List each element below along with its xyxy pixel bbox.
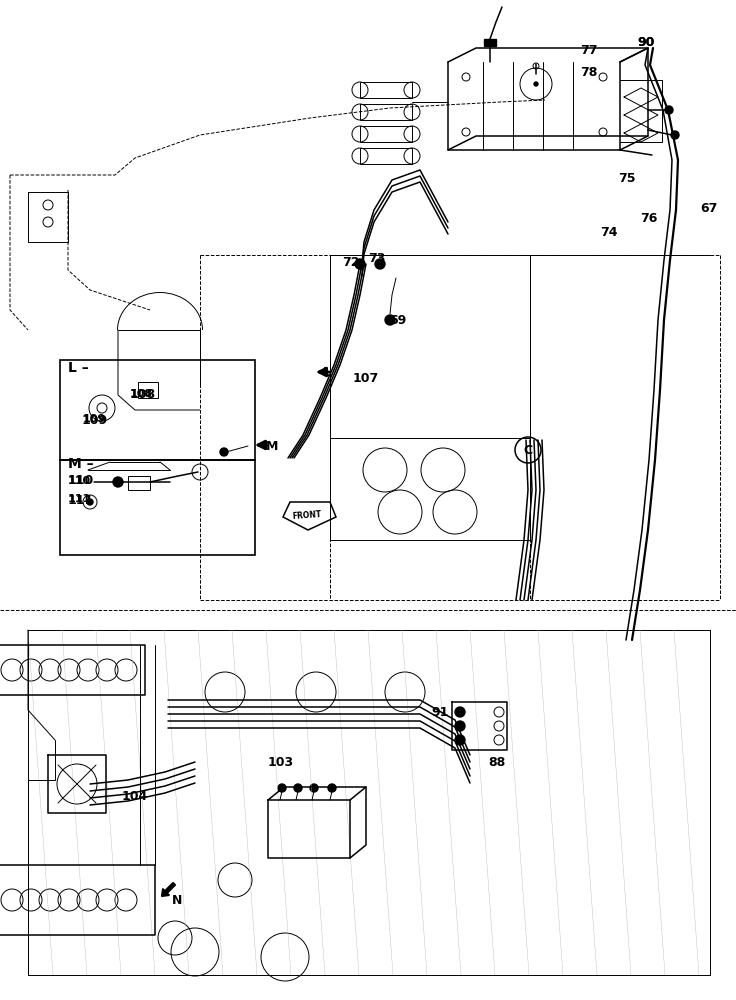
Text: 108: 108	[130, 388, 156, 401]
Circle shape	[671, 131, 679, 139]
Text: 111: 111	[68, 493, 94, 506]
Circle shape	[665, 106, 673, 114]
Bar	[60, 360, 255, 460]
Text: M –: M –	[68, 457, 93, 471]
Text: N: N	[172, 894, 183, 906]
Text: L: L	[323, 365, 331, 378]
Text: 76: 76	[640, 212, 657, 225]
Bar	[484, 39, 496, 46]
Circle shape	[310, 784, 318, 792]
Text: C: C	[523, 444, 533, 456]
Text: 90: 90	[637, 35, 654, 48]
Circle shape	[220, 448, 228, 456]
Text: 91: 91	[431, 706, 448, 718]
Text: 109: 109	[83, 414, 106, 424]
Text: 110: 110	[68, 474, 94, 487]
Text: 72: 72	[342, 255, 359, 268]
Bar	[360, 148, 412, 164]
Text: 75: 75	[618, 172, 635, 184]
Bar	[360, 126, 412, 142]
Bar	[360, 104, 412, 120]
Text: 107: 107	[353, 371, 379, 384]
Text: 67: 67	[700, 202, 718, 215]
Text: 103: 103	[268, 756, 294, 768]
Circle shape	[385, 315, 395, 325]
Text: 73: 73	[368, 251, 386, 264]
Circle shape	[113, 477, 123, 487]
Bar	[138, 382, 158, 398]
Circle shape	[534, 82, 538, 86]
Bar	[60, 460, 255, 555]
Circle shape	[87, 499, 93, 505]
Text: 69: 69	[389, 314, 406, 326]
Bar	[360, 82, 412, 98]
Text: 111: 111	[68, 494, 91, 504]
Text: 88: 88	[488, 756, 505, 768]
Text: M: M	[266, 440, 278, 454]
Text: 74: 74	[600, 226, 618, 238]
Text: 110: 110	[68, 476, 91, 486]
Circle shape	[278, 784, 286, 792]
Text: L –: L –	[68, 361, 89, 375]
Circle shape	[455, 735, 465, 745]
Text: 108: 108	[130, 389, 153, 399]
Text: 109: 109	[82, 414, 108, 426]
Circle shape	[375, 259, 385, 269]
Circle shape	[455, 721, 465, 731]
Text: FRONT: FRONT	[292, 509, 322, 521]
Circle shape	[328, 784, 336, 792]
Text: 104: 104	[122, 790, 148, 804]
Circle shape	[355, 259, 365, 269]
Circle shape	[294, 784, 302, 792]
Bar	[128, 476, 150, 490]
Circle shape	[455, 707, 465, 717]
Text: 78: 78	[580, 66, 598, 79]
Text: 77: 77	[580, 43, 598, 56]
Text: 90: 90	[637, 35, 654, 48]
